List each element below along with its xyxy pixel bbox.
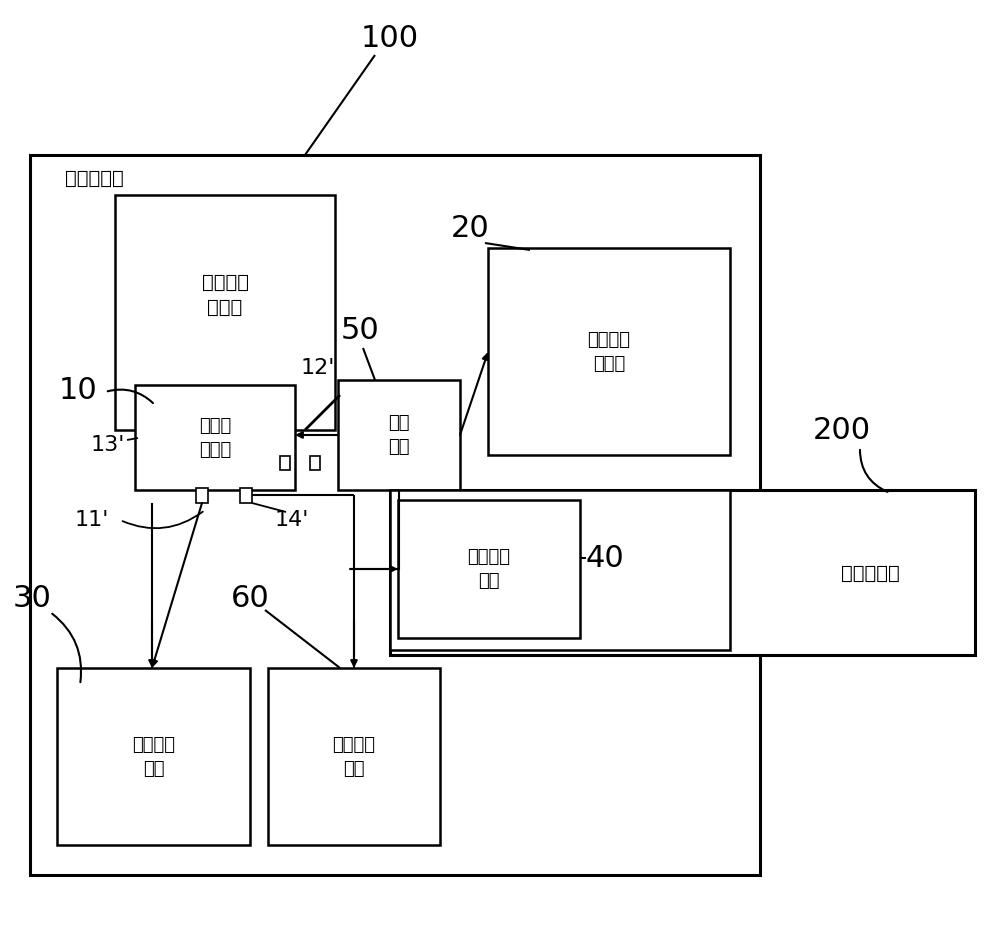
Text: 40: 40	[586, 544, 625, 573]
Bar	[390, 490, 730, 650]
Text: 11': 11'	[75, 510, 109, 530]
Text: 14': 14'	[275, 510, 309, 530]
Text: 第二时序
控制器: 第二时序 控制器	[588, 331, 631, 373]
Text: 20: 20	[451, 213, 489, 242]
Bar	[115, 195, 335, 430]
Bar	[488, 248, 730, 455]
Text: 选片
模块: 选片 模块	[388, 414, 410, 455]
Text: 10: 10	[59, 376, 97, 405]
Text: 12': 12'	[301, 358, 335, 378]
Text: 13': 13'	[91, 435, 125, 455]
Bar	[196, 488, 208, 503]
Text: 第一时序
控制器: 第一时序 控制器	[202, 273, 249, 317]
Bar	[398, 500, 580, 638]
Text: 第一电路板: 第一电路板	[65, 168, 124, 188]
Bar	[390, 490, 975, 655]
Text: 第一闪存
芯片: 第一闪存 芯片	[133, 736, 176, 777]
Text: 100: 100	[361, 23, 419, 53]
Bar	[135, 385, 295, 490]
Text: 60: 60	[231, 583, 269, 612]
Bar	[338, 380, 460, 490]
Text: 第二闪存
芯片: 第二闪存 芯片	[468, 548, 511, 590]
Bar	[30, 155, 760, 875]
Text: 调试烧录
模块: 调试烧录 模块	[333, 736, 376, 777]
Text: 第二电路板: 第二电路板	[841, 563, 899, 582]
Text: 200: 200	[813, 415, 871, 444]
Bar	[268, 668, 440, 845]
Bar	[57, 668, 250, 845]
Bar	[240, 488, 252, 503]
Bar	[280, 456, 290, 470]
Text: 30: 30	[13, 583, 51, 612]
Bar	[310, 456, 320, 470]
Text: 50: 50	[341, 316, 379, 345]
Text: 引脚直
连模块: 引脚直 连模块	[199, 417, 231, 459]
